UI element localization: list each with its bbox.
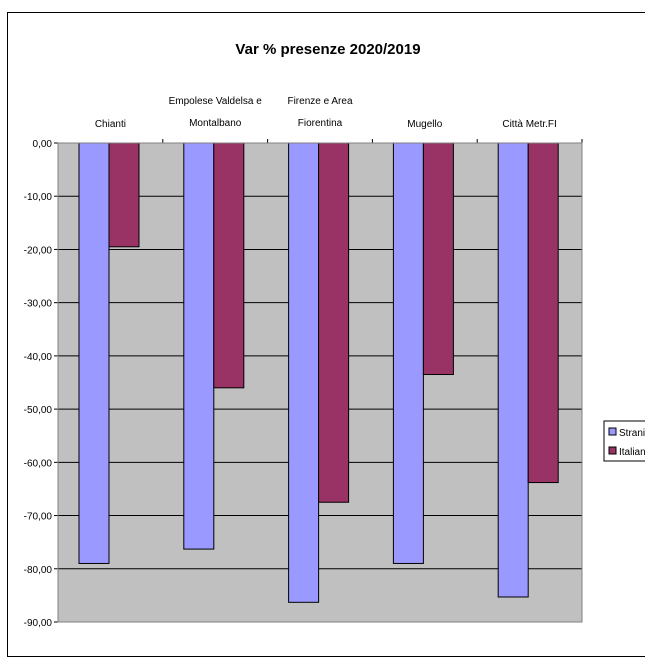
bar-italiani	[213, 142, 245, 389]
legend-label-italiani: Italiani	[619, 447, 645, 458]
y-tick-label: -80,00	[24, 565, 53, 576]
chart-title: Var % presenze 2020/2019	[235, 41, 420, 58]
y-tick-label: -10,00	[24, 192, 53, 203]
plot-area: 0,00 -10,00 -20,00 -30,00 -40,00 -50,00 -60,00…	[24, 96, 583, 629]
y-tick-label: -30,00	[24, 299, 53, 310]
bar-italiani	[527, 142, 559, 484]
category-label: Chianti	[95, 119, 126, 130]
category-label: Firenze e Area	[287, 96, 352, 107]
bar-stranieri	[183, 142, 215, 550]
legend-swatch-italiani	[608, 446, 617, 455]
category-label: Mugello	[407, 119, 442, 130]
y-tick-label: -60,00	[24, 458, 53, 469]
category-label: Fiorentina	[298, 118, 343, 129]
bar-italiani	[318, 142, 350, 503]
bar-italiani	[108, 142, 140, 248]
legend: Stranieri Italiani	[603, 420, 645, 462]
y-tick-label: -70,00	[24, 512, 53, 523]
legend-label-stranieri: Stranieri	[619, 428, 645, 439]
bar-stranieri	[288, 142, 320, 603]
category-label: Empolese Valdelsa e	[169, 96, 263, 107]
bar-stranieri	[392, 142, 424, 564]
category-label: Montalbano	[189, 118, 242, 129]
y-tick-label: -50,00	[24, 405, 53, 416]
y-tick-label: 0,00	[33, 139, 53, 150]
legend-swatch-stranieri	[608, 427, 617, 436]
plot-border	[57, 142, 583, 623]
bar-stranieri	[497, 142, 529, 598]
y-tick-label: -20,00	[24, 245, 53, 256]
category-label: Città Metr.FI	[502, 119, 556, 130]
y-tick-label: -40,00	[24, 352, 53, 363]
y-tick-label: -90,00	[24, 618, 53, 629]
bar-stranieri	[78, 142, 110, 564]
bar-italiani	[422, 142, 454, 376]
